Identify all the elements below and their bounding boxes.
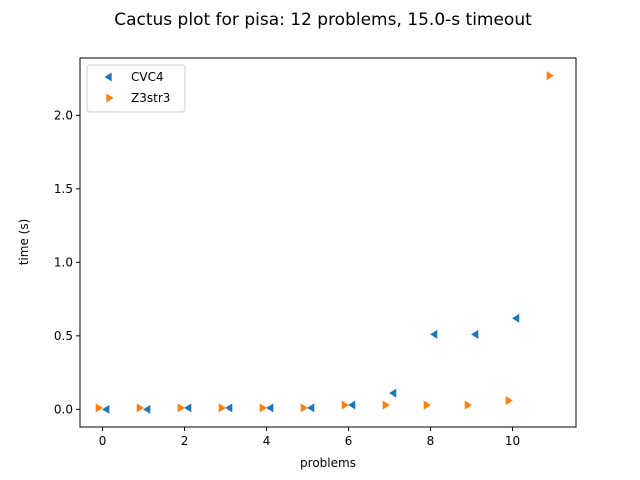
legend-label-cvc4: CVC4 <box>131 70 164 84</box>
y-tick-label: 2.0 <box>54 108 73 122</box>
z3str3-point <box>546 71 554 81</box>
cvc4-point <box>348 400 356 410</box>
data-points <box>95 71 554 414</box>
y-tick-label: 1.5 <box>54 182 73 196</box>
cvc4-point <box>266 403 274 413</box>
x-axis: 0 2 4 6 8 10 <box>99 427 520 448</box>
cvc4-point <box>225 403 233 413</box>
cvc4-point <box>430 329 438 339</box>
z3str3-point <box>300 403 308 413</box>
x-tick-label: 8 <box>427 434 435 448</box>
cvc4-point <box>143 404 151 414</box>
legend-marker-z3str3 <box>106 93 114 103</box>
z3str3-point <box>177 403 185 413</box>
z3str3-point <box>136 403 144 413</box>
z3str3-point <box>259 403 267 413</box>
y-tick-label: 0.0 <box>54 402 73 416</box>
z3str3-point <box>95 403 103 413</box>
cvc4-point <box>471 329 479 339</box>
legend: CVC4 Z3str3 <box>86 64 186 113</box>
cvc4-point <box>389 388 397 398</box>
z3str3-point <box>341 400 349 410</box>
z3str3-point <box>423 400 431 410</box>
cvc4-point <box>307 403 315 413</box>
cvc4-point <box>184 403 192 413</box>
x-tick-label: 6 <box>345 434 353 448</box>
z3str3-point <box>505 396 513 406</box>
y-axis: 0.0 0.5 1.0 1.5 2.0 <box>54 108 80 416</box>
x-tick-label: 2 <box>181 434 189 448</box>
legend-marker-cvc4 <box>104 72 112 82</box>
cvc4-point <box>102 404 110 414</box>
y-tick-label: 0.5 <box>54 329 73 343</box>
z3str3-point <box>218 403 226 413</box>
plot-area <box>79 57 577 428</box>
x-tick-label: 0 <box>99 434 107 448</box>
x-tick-label: 10 <box>505 434 520 448</box>
y-tick-label: 1.0 <box>54 255 73 269</box>
x-tick-label: 4 <box>263 434 271 448</box>
x-axis-label: problems <box>300 456 356 470</box>
z3str3-point <box>382 400 390 410</box>
legend-label-z3str3: Z3str3 <box>131 91 170 105</box>
chart-title: Cactus plot for pisa: 12 problems, 15.0-… <box>114 10 532 30</box>
cvc4-point <box>512 313 520 323</box>
z3str3-point <box>464 400 472 410</box>
y-axis-label: time (s) <box>17 219 31 266</box>
